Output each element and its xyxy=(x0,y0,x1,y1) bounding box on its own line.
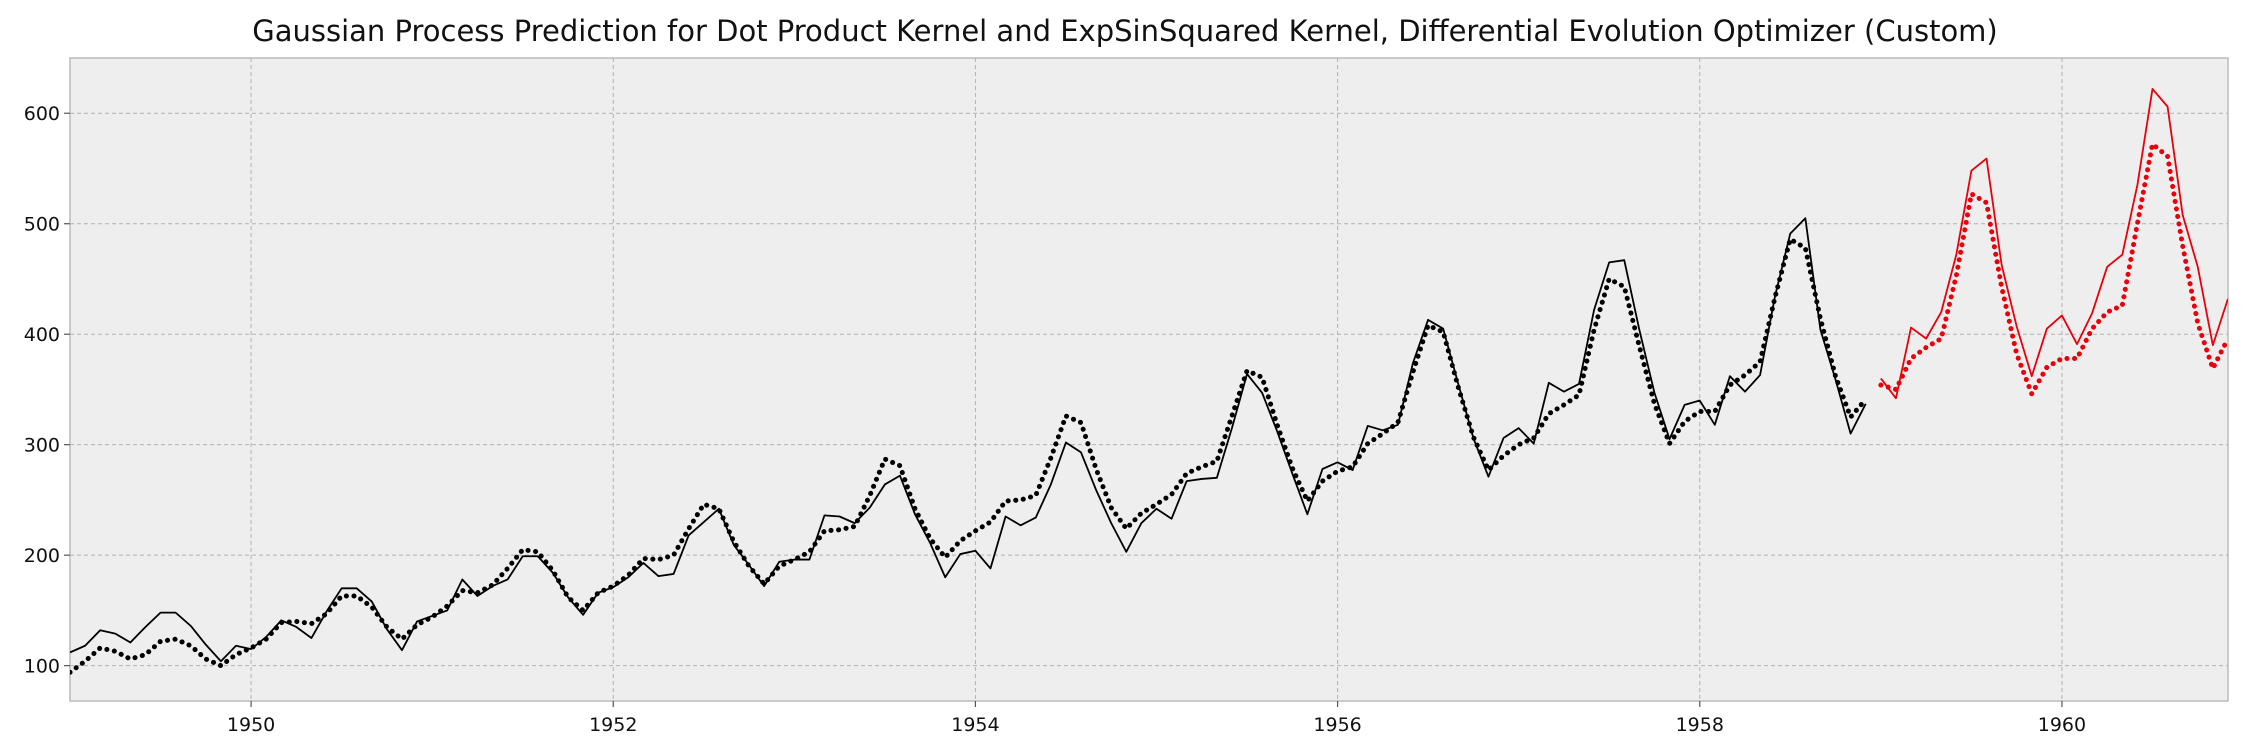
series-line-1-solid xyxy=(70,217,1867,663)
axis-ticks: 1950 1952 1954 1956 1958 1960 100 200 300 400 500 6… xyxy=(24,103,2086,736)
series-line-4-dotted xyxy=(1878,141,2228,397)
x-tick-label: 1956 xyxy=(1313,714,1361,736)
x-tick-label: 1960 xyxy=(2038,714,2086,736)
series-line-3-solid xyxy=(1880,88,2228,400)
y-tick-label: 600 xyxy=(24,103,60,125)
y-tick-label: 500 xyxy=(24,214,60,236)
grid-lines xyxy=(70,58,2228,701)
x-tick-label: 1958 xyxy=(1676,714,1724,736)
chart-title: Gaussian Process Prediction for Dot Prod… xyxy=(252,14,1998,48)
y-tick-label: 300 xyxy=(24,435,60,457)
series-line-2-dotted xyxy=(70,236,1869,675)
y-tick-label: 400 xyxy=(24,324,60,346)
x-tick-label: 1954 xyxy=(951,714,999,736)
y-tick-label: 200 xyxy=(24,545,60,567)
x-tick-label: 1952 xyxy=(589,714,637,736)
series-group xyxy=(70,88,2228,675)
x-tick-label: 1950 xyxy=(227,714,275,736)
plot-area xyxy=(69,57,2229,702)
y-tick-label: 100 xyxy=(24,656,60,678)
